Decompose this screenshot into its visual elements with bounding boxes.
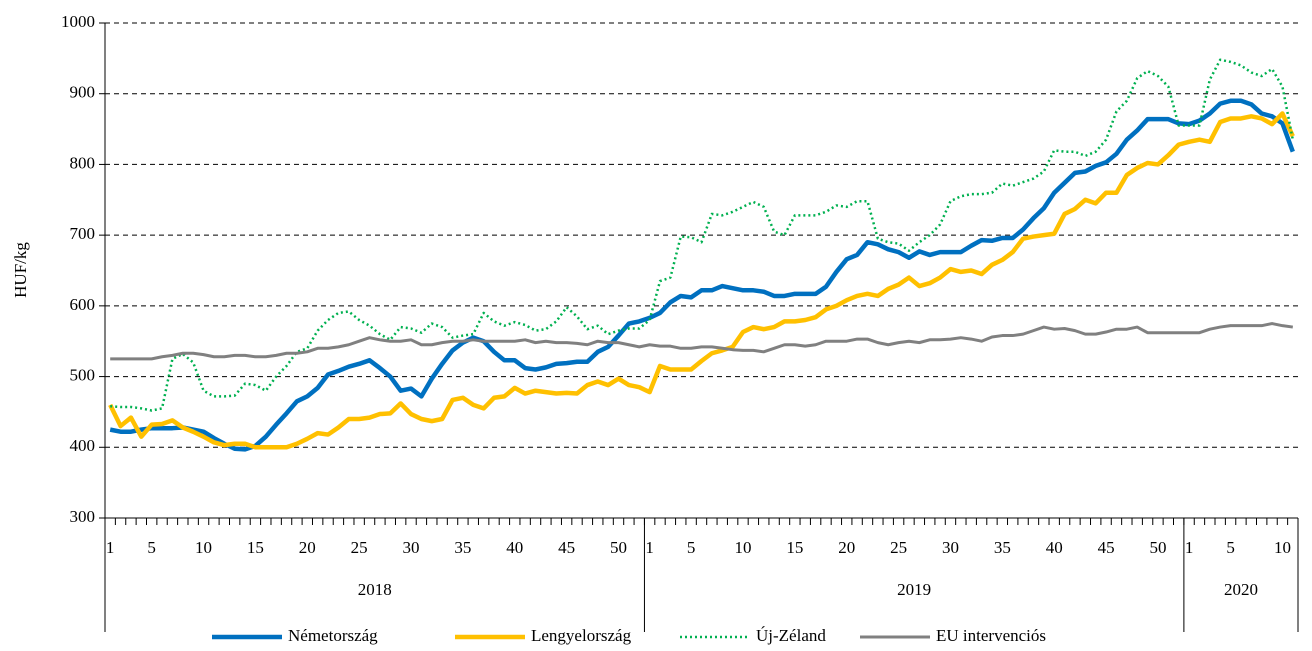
group-label: 2020: [1224, 580, 1258, 599]
x-tick-label: 50: [1149, 538, 1166, 557]
legend-label: Lengyelország: [531, 626, 632, 645]
x-tick-label: 45: [1098, 538, 1115, 557]
x-tick-label: 40: [506, 538, 523, 557]
x-tick-label: 30: [942, 538, 959, 557]
y-tick-label: 300: [70, 507, 96, 526]
series-line: [108, 111, 1295, 450]
x-tick-label: 5: [1226, 538, 1235, 557]
series-line: [110, 322, 1294, 361]
x-tick-label: 5: [687, 538, 696, 557]
x-tick-label: 1: [645, 538, 654, 557]
x-tick-label: 10: [1274, 538, 1291, 557]
y-axis-label: HUF/kg: [11, 242, 30, 298]
group-label: 2018: [358, 580, 392, 599]
legend-label: Új-Zéland: [756, 626, 826, 645]
group-label: 2019: [897, 580, 931, 599]
y-tick-label: 900: [70, 83, 96, 102]
x-tick-label: 45: [558, 538, 575, 557]
series-line: [110, 58, 1295, 412]
x-tick-label: 20: [299, 538, 316, 557]
y-tick-label: 1000: [61, 12, 95, 31]
y-tick-label: 700: [70, 224, 96, 243]
x-tick-label: 15: [247, 538, 264, 557]
legend-label: EU intervenciós: [936, 626, 1046, 645]
x-tick-label: 25: [890, 538, 907, 557]
x-tick-label: 35: [994, 538, 1011, 557]
x-tick-label: 50: [610, 538, 627, 557]
x-tick-label: 1: [1185, 538, 1194, 557]
y-tick-label: 400: [70, 436, 96, 455]
x-tick-label: 1: [106, 538, 115, 557]
y-tick-label: 500: [70, 365, 96, 384]
x-tick-label: 20: [838, 538, 855, 557]
x-tick-label: 25: [351, 538, 368, 557]
legend-label: Németország: [288, 626, 378, 645]
x-tick-label: 30: [403, 538, 420, 557]
x-tick-label: 15: [786, 538, 803, 557]
x-tick-label: 10: [734, 538, 751, 557]
x-tick-label: 10: [195, 538, 212, 557]
series-line: [109, 98, 1295, 452]
x-tick-label: 5: [147, 538, 156, 557]
y-tick-label: 800: [70, 153, 96, 172]
x-tick-label: 35: [454, 538, 471, 557]
x-tick-label: 40: [1046, 538, 1063, 557]
y-tick-label: 600: [70, 295, 96, 314]
